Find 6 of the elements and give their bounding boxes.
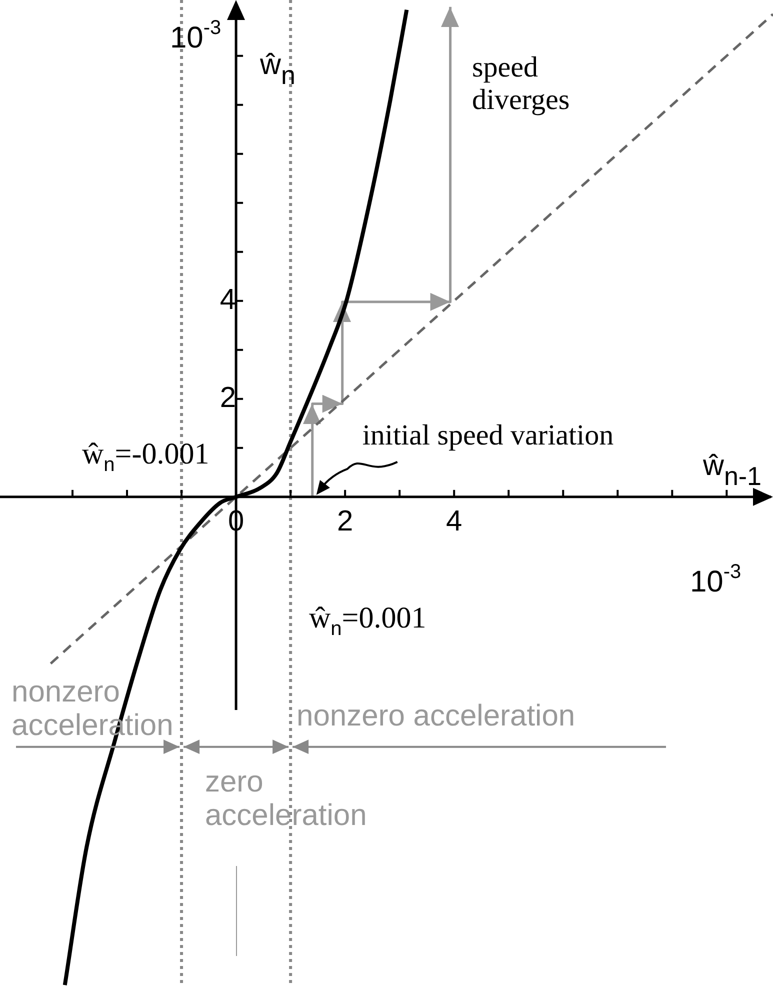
annotation: nonzero acceleration [296,699,576,732]
annotation: speed diverges [472,52,570,116]
annotation: initial speed variation [362,420,614,452]
x-tick-label: 2 [337,505,354,538]
annotation: zero acceleration [205,766,367,832]
x-tick-label: 4 [446,505,462,538]
